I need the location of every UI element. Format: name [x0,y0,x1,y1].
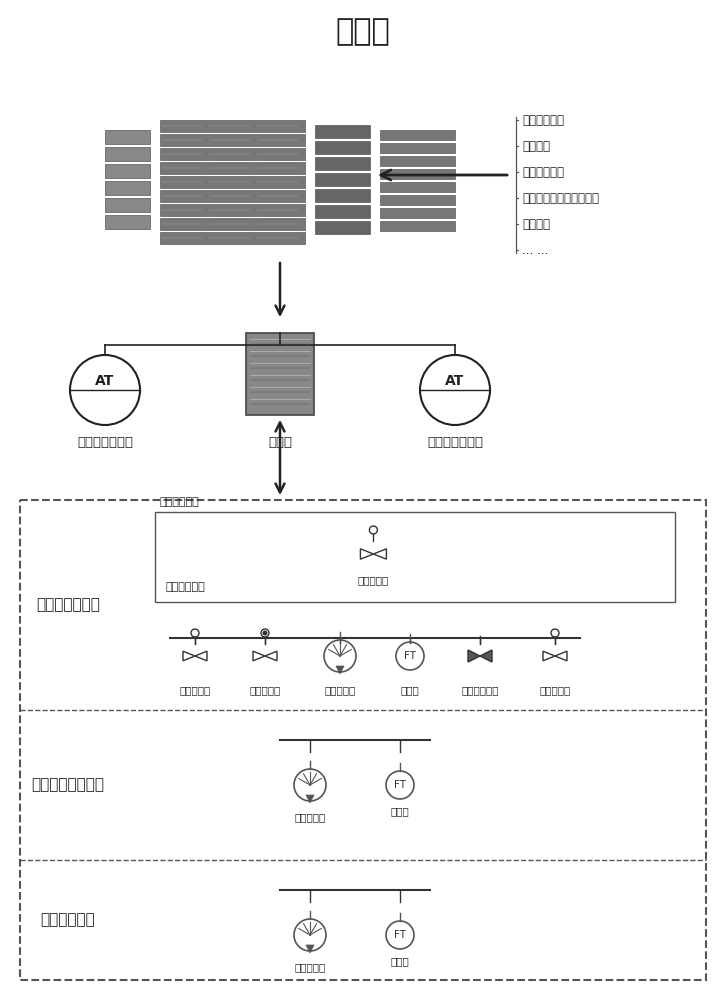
Text: 自动加水管路: 自动加水管路 [165,582,205,592]
Text: 手动截止阀: 手动截止阀 [539,685,571,695]
FancyBboxPatch shape [160,190,305,202]
FancyBboxPatch shape [105,181,150,195]
Text: 备用加水管路: 备用加水管路 [41,912,95,928]
Text: 手动截止阀: 手动截止阀 [179,685,211,695]
FancyBboxPatch shape [315,157,370,170]
Text: 手动截止阀: 手动截止阀 [358,575,389,585]
Text: 远程故障分析、专家诊断: 远程故障分析、专家诊断 [522,192,599,205]
Text: 压力变送器: 压力变送器 [325,685,356,695]
Polygon shape [306,795,314,803]
FancyBboxPatch shape [105,164,150,178]
FancyBboxPatch shape [246,333,314,415]
Text: AT: AT [445,374,465,388]
Text: 现场数据展示: 现场数据展示 [522,113,564,126]
FancyBboxPatch shape [380,208,455,218]
FancyBboxPatch shape [315,141,370,154]
FancyBboxPatch shape [160,134,305,146]
FancyBboxPatch shape [380,221,455,231]
Text: 电控截止阀: 电控截止阀 [249,685,281,695]
FancyBboxPatch shape [160,162,305,174]
FancyBboxPatch shape [160,148,305,160]
Text: 数据统计: 数据统计 [522,218,550,231]
Text: 参数配置: 参数配置 [522,139,550,152]
Text: 中控柜: 中控柜 [268,436,292,450]
Text: 手动加水管路: 手动加水管路 [160,497,200,507]
FancyBboxPatch shape [160,176,305,188]
Text: 在线水分分析仪: 在线水分分析仪 [77,436,133,450]
Text: FT: FT [404,651,416,661]
Text: 压力变送器: 压力变送器 [294,962,326,972]
Polygon shape [336,666,344,674]
Text: 电动执行机构: 电动执行机构 [461,685,499,695]
Text: AT: AT [95,374,115,388]
Text: 流量计: 流量计 [401,685,420,695]
Text: 压力变送器: 压力变送器 [294,812,326,822]
Polygon shape [468,650,480,662]
FancyBboxPatch shape [315,221,370,234]
FancyBboxPatch shape [160,232,305,244]
FancyBboxPatch shape [380,169,455,179]
Polygon shape [306,945,314,953]
FancyBboxPatch shape [315,189,370,202]
FancyBboxPatch shape [105,215,150,229]
FancyBboxPatch shape [380,156,455,166]
FancyBboxPatch shape [380,143,455,153]
Text: 冲渣水加水管路: 冲渣水加水管路 [36,597,100,612]
Text: 云平台: 云平台 [335,17,391,46]
Text: FT: FT [394,930,406,940]
FancyBboxPatch shape [315,205,370,218]
FancyBboxPatch shape [380,130,455,140]
Text: FT: FT [394,780,406,790]
FancyBboxPatch shape [380,195,455,205]
Text: 流量计: 流量计 [391,806,409,816]
Text: ... ...: ... ... [522,243,548,256]
Text: 在线水分分析仪: 在线水分分析仪 [427,436,483,450]
FancyBboxPatch shape [105,198,150,212]
Text: 烧结质量评价: 烧结质量评价 [522,165,564,178]
Circle shape [263,631,267,636]
FancyBboxPatch shape [160,218,305,230]
FancyBboxPatch shape [380,182,455,192]
FancyBboxPatch shape [315,125,370,138]
Polygon shape [480,650,492,662]
FancyBboxPatch shape [105,130,150,144]
Text: 流量计: 流量计 [391,956,409,966]
FancyBboxPatch shape [160,120,305,132]
FancyBboxPatch shape [105,147,150,161]
Text: 除尘灰水加水管路: 除尘灰水加水管路 [31,778,105,792]
FancyBboxPatch shape [315,173,370,186]
FancyBboxPatch shape [160,204,305,216]
